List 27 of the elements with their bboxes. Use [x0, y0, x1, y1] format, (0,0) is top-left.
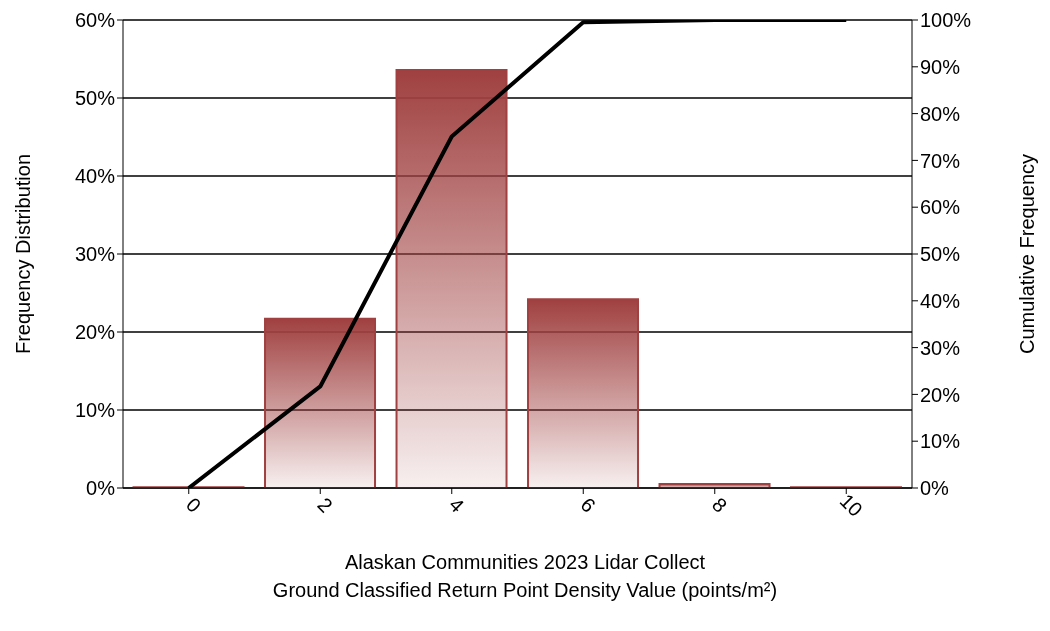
- y-tick-label: 60%: [74, 9, 116, 32]
- x-tick-label: 10: [835, 489, 867, 521]
- y-tick-label: 30%: [74, 243, 116, 266]
- x-tick-label: 6: [576, 493, 600, 517]
- y-tick-label: 50%: [74, 87, 116, 110]
- y2-tick-label: 70%: [920, 149, 961, 172]
- x-axis-title: Alaskan Communities 2023 Lidar Collect Ground Classified Return Point Density Value (points/m²): [271, 550, 779, 603]
- y2-tick-label: 10%: [920, 430, 961, 453]
- x-tick-label: 4: [444, 493, 469, 517]
- x-tick-label: 8: [707, 493, 732, 517]
- y-tick-label: 0%: [86, 477, 116, 500]
- x-tick-label: 0: [181, 493, 206, 517]
- y2-tick-label: 60%: [920, 196, 961, 219]
- y2-tick-label: 0%: [920, 477, 950, 500]
- y-tick-label: 20%: [74, 321, 116, 344]
- y2-tick-label: 20%: [920, 383, 961, 406]
- x-tick-label: 2: [313, 493, 337, 517]
- y2-tick-label: 80%: [920, 102, 961, 125]
- y-axis-title: Frequency Distribution: [12, 153, 35, 355]
- y2-axis-title: Cumulative Frequency: [1016, 153, 1039, 355]
- y-tick-label: 10%: [74, 399, 116, 422]
- y2-tick-label: 100%: [920, 9, 972, 32]
- y2-tick-label: 30%: [920, 336, 961, 359]
- y2-tick-label: 40%: [920, 289, 961, 312]
- y-tick-label: 40%: [74, 165, 116, 188]
- y2-tick-label: 90%: [920, 55, 961, 78]
- y2-tick-label: 50%: [920, 243, 961, 266]
